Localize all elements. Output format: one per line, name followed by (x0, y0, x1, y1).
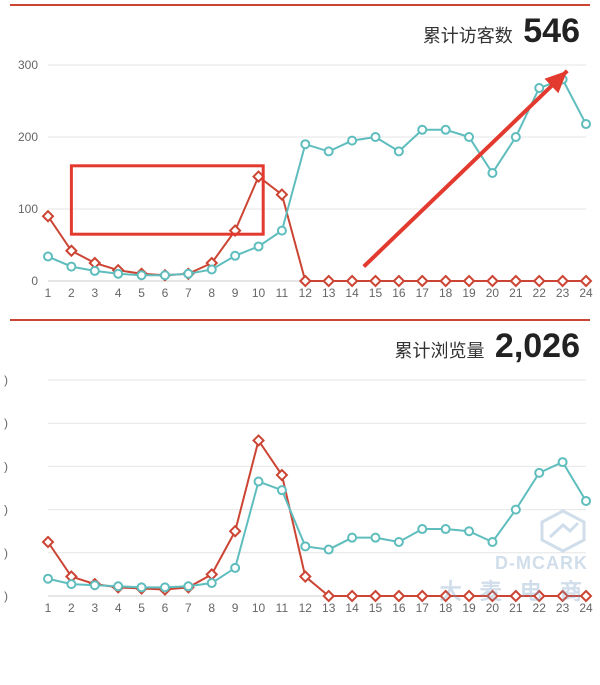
top-rule-2 (10, 319, 590, 321)
svg-text:9: 9 (232, 601, 239, 615)
svg-text:3: 3 (91, 286, 98, 300)
svg-text:23: 23 (556, 286, 570, 300)
svg-text:21: 21 (509, 601, 523, 615)
svg-text:4: 4 (115, 286, 122, 300)
svg-text:2: 2 (68, 286, 75, 300)
svg-text:11: 11 (276, 601, 289, 615)
svg-text:16: 16 (392, 601, 406, 615)
svg-text:18: 18 (439, 601, 453, 615)
svg-text:22: 22 (533, 601, 547, 615)
svg-text:11: 11 (276, 286, 289, 300)
svg-text:10: 10 (252, 286, 266, 300)
svg-text:8: 8 (208, 601, 215, 615)
svg-text:23: 23 (556, 601, 570, 615)
svg-text:9: 9 (232, 286, 239, 300)
svg-text:3: 3 (91, 601, 98, 615)
svg-text:19: 19 (462, 286, 476, 300)
top-rule-1 (10, 4, 590, 6)
svg-text:20: 20 (486, 286, 500, 300)
svg-text:18: 18 (439, 286, 453, 300)
svg-text:1: 1 (45, 601, 52, 615)
pageviews-title-label: 累计浏览量 (394, 341, 484, 361)
svg-text:16: 16 (392, 286, 406, 300)
svg-text:19: 19 (462, 601, 476, 615)
svg-text:): ) (4, 546, 8, 560)
svg-text:200: 200 (18, 130, 38, 144)
svg-text:5: 5 (138, 286, 145, 300)
svg-text:14: 14 (345, 286, 359, 300)
svg-text:): ) (4, 459, 8, 473)
svg-text:17: 17 (416, 601, 430, 615)
svg-text:2: 2 (68, 601, 75, 615)
svg-text:15: 15 (369, 286, 383, 300)
svg-text:13: 13 (322, 601, 336, 615)
svg-text:21: 21 (509, 286, 523, 300)
panel-pageviews: 累计浏览量 2,026 ))))))1234567891011121314151… (0, 319, 600, 630)
svg-text:22: 22 (533, 286, 547, 300)
svg-text:24: 24 (579, 286, 593, 300)
svg-text:5: 5 (138, 601, 145, 615)
svg-text:13: 13 (322, 286, 336, 300)
panel-visitors: 累计访客数 546 010020030012345678910111213141… (0, 4, 600, 315)
svg-text:17: 17 (416, 286, 430, 300)
svg-text:6: 6 (162, 286, 169, 300)
svg-text:1: 1 (45, 286, 52, 300)
visitors-title-value: 546 (523, 12, 580, 50)
svg-text:): ) (4, 416, 8, 430)
svg-text:300: 300 (18, 58, 38, 72)
svg-text:15: 15 (369, 601, 383, 615)
svg-text:20: 20 (486, 601, 500, 615)
svg-text:7: 7 (185, 601, 192, 615)
svg-text:24: 24 (579, 601, 593, 615)
svg-text:4: 4 (115, 601, 122, 615)
svg-text:): ) (4, 373, 8, 387)
visitors-title-label: 累计访客数 (423, 26, 513, 46)
svg-text:100: 100 (18, 202, 38, 216)
svg-text:12: 12 (299, 286, 313, 300)
pageviews-title-value: 2,026 (495, 327, 580, 365)
svg-text:): ) (4, 589, 8, 603)
svg-text:7: 7 (185, 286, 192, 300)
svg-text:6: 6 (162, 601, 169, 615)
title-row-visitors: 累计访客数 546 (0, 12, 600, 51)
title-row-pageviews: 累计浏览量 2,026 (0, 327, 600, 366)
visitors-chart: 0100200300123456789101112131415161718192… (0, 55, 600, 315)
svg-text:10: 10 (252, 601, 266, 615)
svg-text:8: 8 (208, 286, 215, 300)
svg-text:14: 14 (345, 601, 359, 615)
svg-text:): ) (4, 503, 8, 517)
svg-text:12: 12 (299, 601, 313, 615)
pageviews-chart: ))))))1234567891011121314151617181920212… (0, 370, 600, 630)
svg-text:0: 0 (31, 274, 38, 288)
